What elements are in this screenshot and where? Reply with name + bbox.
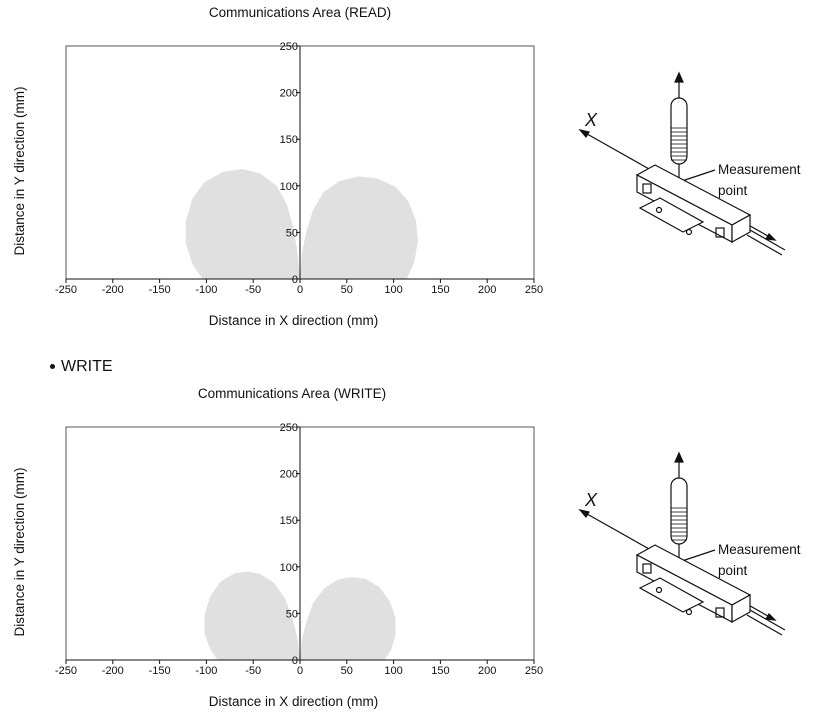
x-tick-label: 250 xyxy=(525,665,543,677)
y-tick-label: 200 xyxy=(280,88,298,100)
antenna-bracket xyxy=(638,197,705,233)
chart-1: -250 -200 -150 -100 -50 0 50 100 150 200 250 0 50 100… xyxy=(55,422,543,677)
probe-body xyxy=(670,97,688,165)
chart-0: -250 -200 -150 -100 -50 0 50 100 150 200 250 0 50 100… xyxy=(55,41,543,296)
callout-line-1: Measurement xyxy=(718,542,801,557)
chart-title-read: Communications Area (READ) xyxy=(208,5,392,20)
communication-lobe-1 xyxy=(300,577,396,660)
x-tick-label: 50 xyxy=(341,665,353,677)
svg-text:X: X xyxy=(584,490,598,510)
y-tick-label: 0 xyxy=(292,274,298,286)
antenna-side-face xyxy=(731,213,751,244)
y-axis-label-write: Distance in Y direction (mm) xyxy=(12,467,27,637)
communication-lobe-0 xyxy=(204,571,300,660)
y-tick-label: 150 xyxy=(280,134,298,146)
x-tick-label: -250 xyxy=(55,665,77,677)
x-tick-label: -200 xyxy=(102,665,124,677)
y-tick-label: 250 xyxy=(280,41,298,53)
x-tick-label: -100 xyxy=(195,665,217,677)
callout-leader-line xyxy=(678,169,716,183)
y-tick-label: 50 xyxy=(286,227,298,239)
x-tick-label: 250 xyxy=(525,284,543,296)
callout-measurement-point-write: Measurement point xyxy=(718,539,801,581)
antenna-measurement-illustration-read: X xyxy=(578,71,786,256)
y-tick-label: 100 xyxy=(280,562,298,574)
communication-lobe-1 xyxy=(300,176,418,279)
x-tick-label: 100 xyxy=(384,284,402,296)
x-tick-label: 0 xyxy=(297,284,303,296)
x-tick-label: -150 xyxy=(149,284,171,296)
callout-line-2: point xyxy=(718,563,748,578)
x-tick-label: 200 xyxy=(478,284,496,296)
y-tick-label: 150 xyxy=(280,515,298,527)
x-tick-label: -200 xyxy=(102,284,124,296)
x-tick-label: 100 xyxy=(384,665,402,677)
bullet-icon xyxy=(50,364,55,370)
y-axis-label-read: Distance in Y direction (mm) xyxy=(12,86,27,256)
y-tick-label: 0 xyxy=(292,655,298,667)
y-tick-label: 50 xyxy=(286,608,298,620)
x-tick-label: 150 xyxy=(431,665,449,677)
plot-frame xyxy=(65,426,535,661)
plot-frame xyxy=(65,45,535,280)
communication-lobe-0 xyxy=(185,169,300,279)
x-tick-label: -50 xyxy=(245,665,261,677)
x-axis-glyph: X xyxy=(584,110,598,130)
x-axis-label-write: Distance in X direction (mm) xyxy=(208,694,379,709)
y-tick-label: 100 xyxy=(280,181,298,193)
y-tick-label: 250 xyxy=(280,422,298,434)
x-tick-label: -250 xyxy=(55,284,77,296)
x-tick-label: -50 xyxy=(245,284,261,296)
section-heading-write: WRITE xyxy=(50,358,113,376)
y-axis-arrowhead-icon xyxy=(674,71,684,83)
x-tick-label: 200 xyxy=(478,665,496,677)
callout-line-2: point xyxy=(718,183,748,198)
x-tick-label: 150 xyxy=(431,284,449,296)
y-tick-label: 200 xyxy=(280,469,298,481)
x-axis-arrowhead-icon xyxy=(578,129,590,139)
section-heading-label: WRITE xyxy=(61,358,113,375)
antenna-port-right xyxy=(715,227,725,238)
x-axis-arrowhead-icon xyxy=(578,509,590,519)
x-tick-label: -150 xyxy=(149,665,171,677)
x-tick-label: 0 xyxy=(297,665,303,677)
x-tick-label: 50 xyxy=(341,284,353,296)
chart-title-write: Communications Area (WRITE) xyxy=(197,386,387,401)
callout-line-1: Measurement xyxy=(718,162,801,177)
antenna-measurement-illustration-write: X xyxy=(578,451,786,636)
y-axis-arrowhead-icon xyxy=(674,451,684,463)
x-axis-label-read: Distance in X direction (mm) xyxy=(208,313,379,328)
x-tick-label: -100 xyxy=(195,284,217,296)
antenna-port-left xyxy=(642,183,652,194)
callout-measurement-point-read: Measurement point xyxy=(718,159,801,201)
